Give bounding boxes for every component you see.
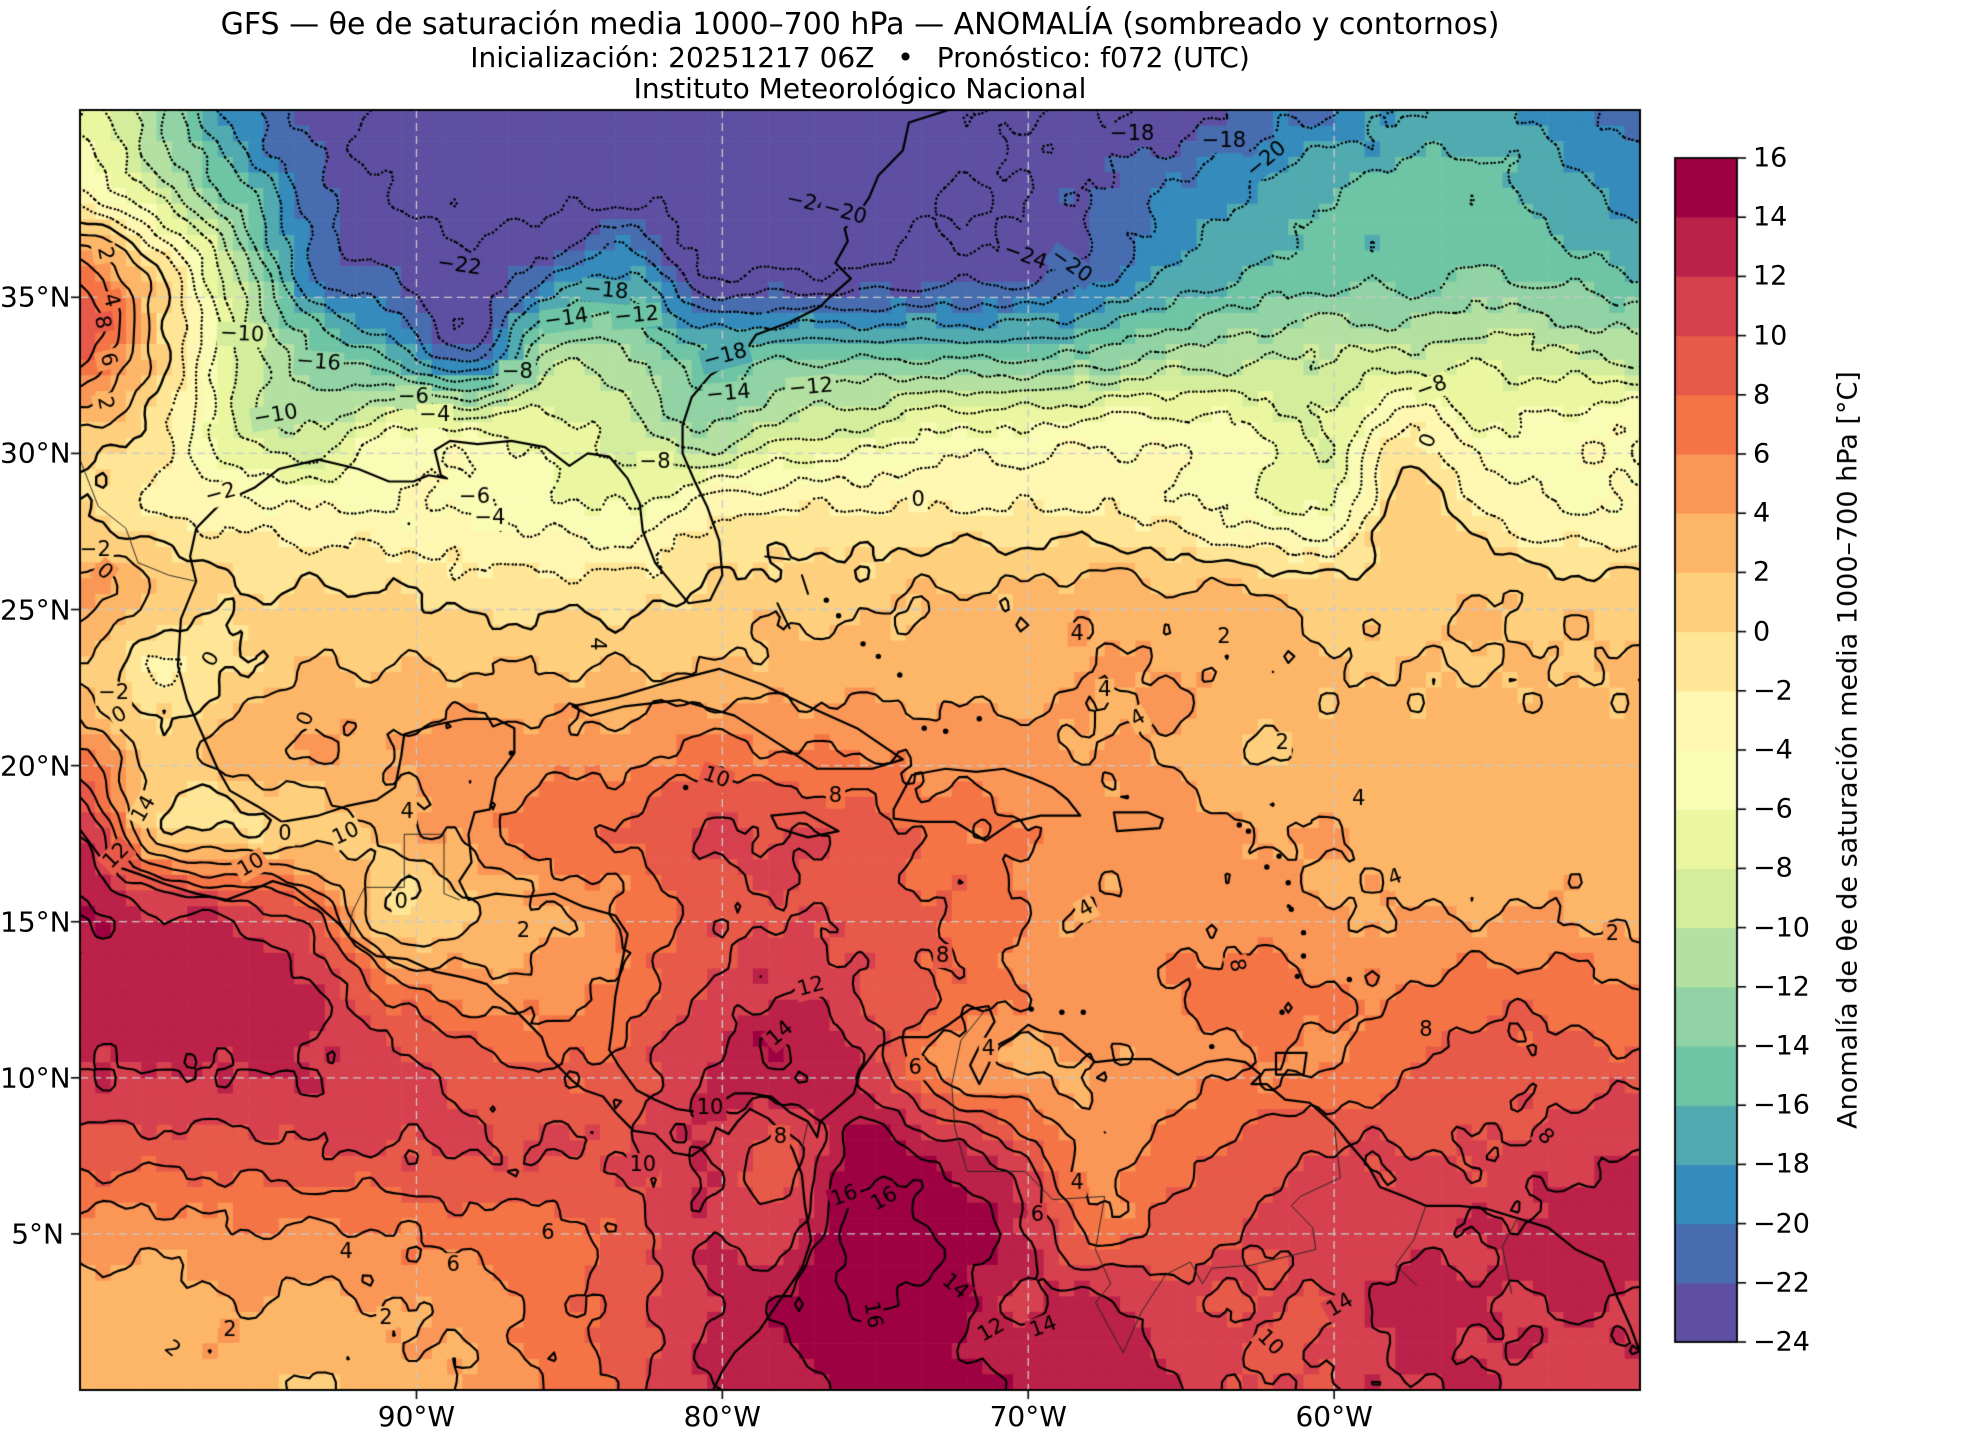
x-tick-label: 60°W	[1295, 1400, 1373, 1433]
colorbar-tick-label: 14	[1753, 201, 1788, 233]
colorbar-tick-label: −16	[1753, 1089, 1810, 1121]
colorbar-tick-label: −22	[1753, 1267, 1810, 1299]
y-tick-label: 5°N	[11, 1217, 64, 1251]
x-tick-label: 70°W	[989, 1400, 1067, 1433]
chart-title: GFS — θe de saturación media 1000–700 hP…	[220, 7, 1500, 42]
y-tick-label: 20°N	[0, 749, 71, 783]
chart-subtitle-institute: Instituto Meteorológico Nacional	[633, 72, 1087, 105]
colorbar-tick-label: −6	[1753, 793, 1793, 825]
colorbar-tick-label: −20	[1753, 1208, 1810, 1240]
y-tick-label: 10°N	[0, 1061, 71, 1095]
y-tick-label: 25°N	[0, 593, 71, 626]
x-tick-label: 80°W	[683, 1400, 762, 1433]
colorbar-tick-label: 16	[1753, 142, 1788, 174]
y-tick-label: 15°N	[0, 905, 71, 939]
colorbar-tick-label: 4	[1753, 497, 1771, 529]
y-tick-label: 30°N	[0, 436, 71, 470]
colorbar-tick-label: −2	[1753, 675, 1793, 707]
colorbar-tick-label: −10	[1753, 912, 1810, 944]
colorbar-tick-label: 10	[1753, 320, 1788, 352]
x-tick-label: 90°W	[377, 1400, 456, 1433]
chart-subtitle-init-forecast: Inicialización: 20251217 06Z • Pronóstic…	[470, 41, 1250, 74]
colorbar-tick-label: −4	[1753, 734, 1793, 766]
y-tick-label: 35°N	[0, 280, 71, 314]
colorbar-tick-label: 2	[1753, 556, 1771, 588]
colorbar-tick-label: −12	[1753, 971, 1810, 1003]
title-block: GFS — θe de saturación media 1000–700 hP…	[80, 7, 1640, 105]
colorbar-tick-label: 6	[1753, 438, 1771, 470]
colorbar-tick-label: −8	[1753, 852, 1793, 884]
colorbar-tick-label: −14	[1753, 1030, 1810, 1062]
colorbar-tick-label: −18	[1753, 1148, 1810, 1180]
colorbar-tick-label: −24	[1753, 1326, 1810, 1358]
colorbar-tick-label: 0	[1753, 616, 1771, 648]
colorbar-tick-label: 8	[1753, 379, 1771, 411]
colorbar-tick-label: 12	[1753, 260, 1788, 292]
colorbar-axis-label: Anomalía de θe de saturación media 1000–…	[1832, 371, 1864, 1129]
